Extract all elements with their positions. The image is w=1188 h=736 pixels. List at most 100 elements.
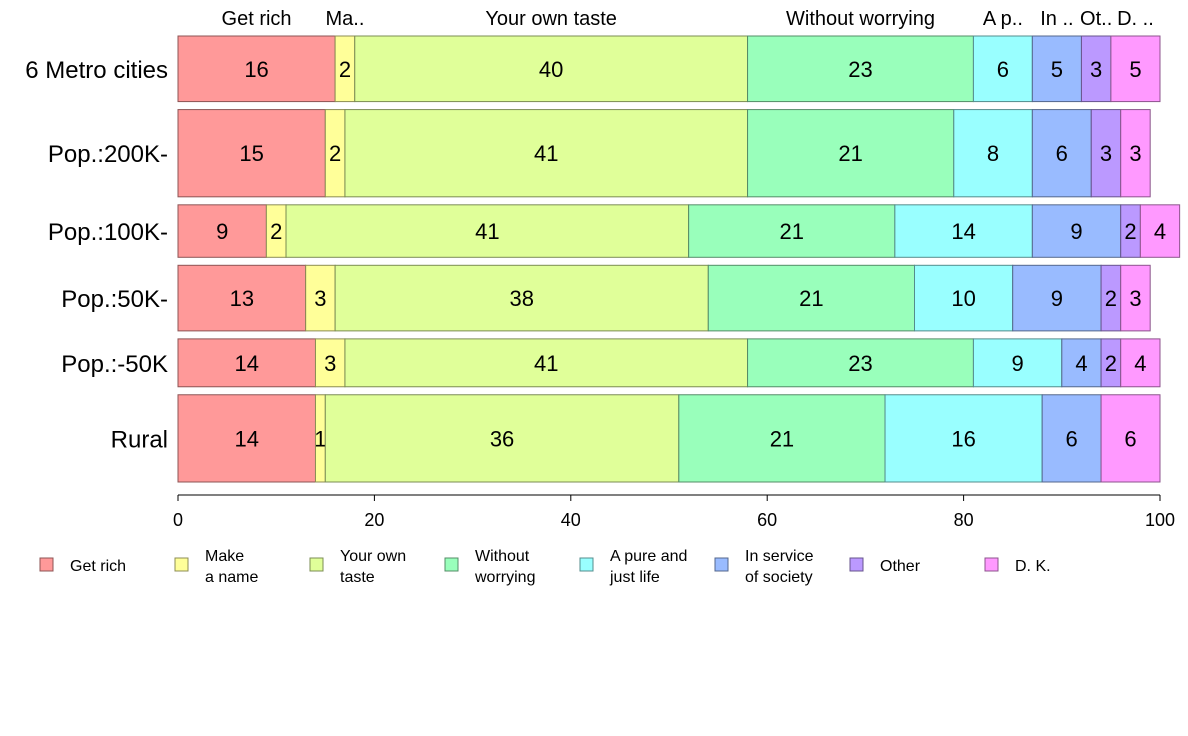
bar-segment-get-rich <box>177 264 307 332</box>
bar-segment-d-k <box>1139 204 1181 258</box>
bar-segment-d-k <box>1120 109 1151 198</box>
bar-row-pop-50k: 13 3 38 21 10 9 2 3 <box>177 264 1151 332</box>
legend-item-in-service-of-society: In service of society <box>714 548 814 586</box>
bar-value-label: 41 <box>534 351 558 376</box>
bar-value-label: 16 <box>951 426 975 451</box>
legend-label: taste <box>340 569 375 586</box>
bar-value-label: 15 <box>239 141 263 166</box>
legend-swatch <box>849 557 864 572</box>
bar-row-pop-100k: 9 2 41 21 14 9 2 4 <box>177 204 1181 258</box>
bar-segment-get-rich <box>177 35 336 103</box>
bar-value-label: 2 <box>1124 219 1136 244</box>
legend-swatch <box>579 557 594 572</box>
bar-segment-without-worrying <box>747 109 955 198</box>
bar-segment-d-k <box>1110 35 1161 103</box>
bar-value-label: 2 <box>329 141 341 166</box>
bar-segment-your-own-taste <box>334 264 709 332</box>
bar-segment-in-service-of-society <box>1031 204 1122 258</box>
legend-item-without-worrying: Without worrying <box>444 548 535 586</box>
bar-value-label: 6 <box>997 57 1009 82</box>
bar-segment-without-worrying <box>688 204 896 258</box>
top-label-get-rich: Get rich <box>222 8 292 30</box>
bar-row-pop-50k: 14 3 41 23 9 4 2 4 <box>177 338 1161 388</box>
top-category-labels: Get rich Ma.. Your own taste Without worryi… <box>222 8 1154 30</box>
bar-value-label: 3 <box>1129 286 1141 311</box>
bar-segment-your-own-taste <box>285 204 690 258</box>
legend-swatch <box>444 557 459 572</box>
x-tick-label: 0 <box>173 510 183 530</box>
bar-segment-get-rich <box>177 338 316 388</box>
legend-label: In service <box>745 548 814 565</box>
bar-value-label: 36 <box>490 426 514 451</box>
bar-row-6-metro-cities: 16 2 40 23 6 5 3 5 <box>177 35 1161 103</box>
bar-value-label: 14 <box>234 351 258 376</box>
bar-segment-make-a-name <box>314 338 346 388</box>
legend-swatch <box>174 557 189 572</box>
bar-segment-get-rich <box>177 394 316 483</box>
row-label-rural: Rural <box>111 426 168 453</box>
legend-item-your-own-taste: Your own taste <box>309 548 406 586</box>
bar-value-label: 21 <box>770 426 794 451</box>
legend-item-make-a-name: Make a name <box>174 548 258 586</box>
bar-segment-your-own-taste <box>324 394 680 483</box>
bar-value-label: 40 <box>539 57 563 82</box>
bar-value-label: 38 <box>509 286 533 311</box>
legend-swatch <box>984 557 999 572</box>
bar-value-label: 5 <box>1129 57 1141 82</box>
legend-item-a-pure-and-just-life: A pure and just life <box>579 548 687 586</box>
legend-label: Make <box>205 548 244 565</box>
bar-value-label: 5 <box>1051 57 1063 82</box>
bar-row-rural: 14 1 36 21 16 6 6 <box>177 394 1161 483</box>
top-label-make-a-name: Ma.. <box>325 8 364 30</box>
bar-value-label: 23 <box>848 57 872 82</box>
legend-item-d-k: D. K. <box>984 557 1051 575</box>
bar-value-label: 21 <box>780 219 804 244</box>
bar-segment-in-service-of-society <box>1041 394 1102 483</box>
top-label-in-service-of-society: In .. <box>1040 8 1073 30</box>
row-labels: 6 Metro cities Pop.:200K- Pop.:100K- Pop.:5… <box>25 57 168 454</box>
bar-value-label: 16 <box>244 57 268 82</box>
bar-value-label: 9 <box>216 219 228 244</box>
legend-label: Get rich <box>70 558 126 575</box>
legend-item-get-rich: Get rich <box>39 557 126 575</box>
bar-segment-other <box>1080 35 1112 103</box>
bar-segment-without-worrying <box>707 264 916 332</box>
bar-segment-your-own-taste <box>344 338 749 388</box>
top-label-other: Ot.. <box>1080 8 1112 30</box>
bar-segment-a-pure-and-just-life <box>972 35 1033 103</box>
bar-segment-a-pure-and-just-life <box>972 338 1063 388</box>
legend-label: A pure and <box>610 548 687 565</box>
bar-segment-your-own-taste <box>344 109 749 198</box>
bar-segment-in-service-of-society <box>1031 35 1082 103</box>
bar-value-label: 4 <box>1154 219 1166 244</box>
legend-label: a name <box>205 569 258 586</box>
x-tick-label: 80 <box>954 510 974 530</box>
bar-segment-a-pure-and-just-life <box>894 204 1033 258</box>
top-label-a-pure-and-just-life: A p.. <box>983 8 1023 30</box>
bar-value-label: 6 <box>1124 426 1136 451</box>
bar-value-label: 14 <box>951 219 975 244</box>
x-axis: 0 20 40 60 80 100 <box>173 494 1175 530</box>
bar-value-label: 21 <box>838 141 862 166</box>
bar-value-label: 2 <box>1105 286 1117 311</box>
legend-swatch <box>39 557 54 572</box>
bar-segment-get-rich <box>177 109 326 198</box>
bar-segment-in-service-of-society <box>1061 338 1102 388</box>
top-label-d-k: D. .. <box>1117 8 1154 30</box>
top-label-your-own-taste: Your own taste <box>485 8 617 30</box>
bar-value-label: 3 <box>314 286 326 311</box>
legend-item-other: Other <box>849 557 921 575</box>
bar-segment-a-pure-and-just-life <box>884 394 1043 483</box>
legend-label: Your own <box>340 548 406 565</box>
top-label-without-worrying: Without worrying <box>786 8 935 30</box>
bar-value-label: 10 <box>951 286 975 311</box>
bar-value-label: 3 <box>1129 141 1141 166</box>
bar-segment-your-own-taste <box>354 35 749 103</box>
bars: 16 2 40 23 6 5 3 515 2 41 21 8 6 3 39 2 41 21 14 9 2 413 3 38 21… <box>177 35 1181 483</box>
bar-value-label: 8 <box>987 141 999 166</box>
legend-label: D. K. <box>1015 558 1051 575</box>
row-label-pop-200k: Pop.:200K- <box>48 141 168 168</box>
bar-segment-d-k <box>1100 394 1161 483</box>
legend-label: Other <box>880 558 921 575</box>
